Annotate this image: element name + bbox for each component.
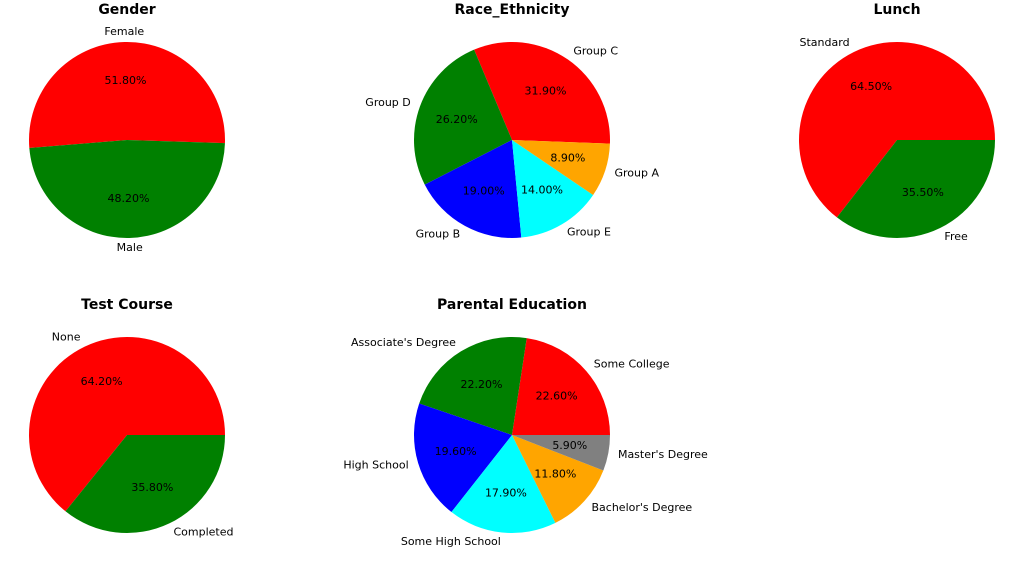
- chart-title: Parental Education: [437, 297, 587, 313]
- slice-percent-label: 22.20%: [460, 378, 502, 391]
- slice-category-label: Group C: [573, 44, 618, 57]
- slice-category-label: Standard: [800, 36, 850, 49]
- slice-percent-label: 14.00%: [521, 184, 563, 197]
- slice-percent-label: 22.60%: [536, 390, 578, 403]
- chart-title: Test Course: [81, 297, 173, 313]
- pie-chart-lunch: Lunch 64.50% Standard 35.50% Free: [799, 2, 995, 243]
- pie-slice-high-school: [414, 403, 512, 513]
- slice-category-label: Some High School: [401, 535, 501, 548]
- slice-category-label: Free: [944, 230, 968, 243]
- slice-percent-label: 64.20%: [81, 375, 123, 388]
- chart-title: Gender: [98, 2, 155, 18]
- slice-category-label: Group B: [416, 228, 461, 241]
- pie-slice-standard: [799, 41, 995, 218]
- slice-category-label: Completed: [174, 525, 234, 538]
- pie-slice-male: [29, 140, 225, 238]
- slice-percent-label: 11.80%: [534, 468, 576, 481]
- slice-category-label: None: [52, 331, 81, 344]
- pie-slice-group-e: [512, 140, 594, 238]
- pie-slice-some-high-school: [451, 435, 556, 533]
- pie-slice-bachelor-s-degree: [512, 435, 604, 523]
- pie-slice-master-s-degree: [512, 435, 610, 471]
- slice-percent-label: 26.20%: [436, 113, 478, 126]
- pie-slice-group-b: [424, 140, 522, 238]
- slice-percent-label: 35.80%: [131, 481, 173, 494]
- pie-slice-completed: [65, 435, 226, 533]
- pie-chart-parental-education: Parental Education 22.60% Some College 22.…: [343, 297, 708, 548]
- slice-percent-label: 48.20%: [108, 192, 150, 205]
- slice-percent-label: 31.90%: [524, 85, 566, 98]
- slice-category-label: Group A: [614, 167, 659, 180]
- slice-percent-label: 8.90%: [550, 151, 585, 164]
- pie-slice-group-c: [474, 41, 610, 144]
- slice-percent-label: 17.90%: [485, 486, 527, 499]
- slice-category-label: Female: [104, 25, 144, 38]
- slice-percent-label: 64.50%: [850, 80, 892, 93]
- slice-category-label: Some College: [594, 358, 670, 371]
- slice-category-label: Bachelor's Degree: [592, 501, 693, 514]
- pie-slice-associate-s-degree: [419, 337, 527, 435]
- pie-chart-gender: Gender 51.80% Female 48.20% Male: [28, 2, 226, 254]
- pie-slice-free: [836, 140, 995, 238]
- slice-category-label: Group D: [365, 96, 410, 109]
- pie-chart-race-ethnicity: Race_Ethnicity 31.90% Group C 26.20% Group …: [365, 2, 659, 241]
- slice-category-label: High School: [343, 459, 408, 472]
- slice-category-label: Associate's Degree: [351, 336, 456, 349]
- pie-slice-some-college: [512, 338, 610, 435]
- slice-percent-label: 19.00%: [463, 185, 505, 198]
- slice-category-label: Male: [117, 241, 143, 254]
- slice-percent-label: 51.80%: [105, 74, 147, 87]
- slice-percent-label: 35.50%: [902, 186, 944, 199]
- slice-percent-label: 19.60%: [435, 445, 477, 458]
- pie-chart-test-course: Test Course 64.20% None 35.80% Completed: [28, 297, 234, 538]
- chart-title: Race_Ethnicity: [455, 2, 570, 18]
- slice-category-label: Master's Degree: [618, 448, 708, 461]
- chart-title: Lunch: [873, 2, 920, 18]
- slice-percent-label: 5.90%: [552, 439, 587, 452]
- pie-slice-group-d: [414, 49, 512, 185]
- slice-category-label: Group E: [567, 226, 611, 239]
- pie-slice-none: [28, 337, 226, 512]
- pie-slice-female: [28, 42, 226, 148]
- pie-slice-group-a: [512, 140, 610, 195]
